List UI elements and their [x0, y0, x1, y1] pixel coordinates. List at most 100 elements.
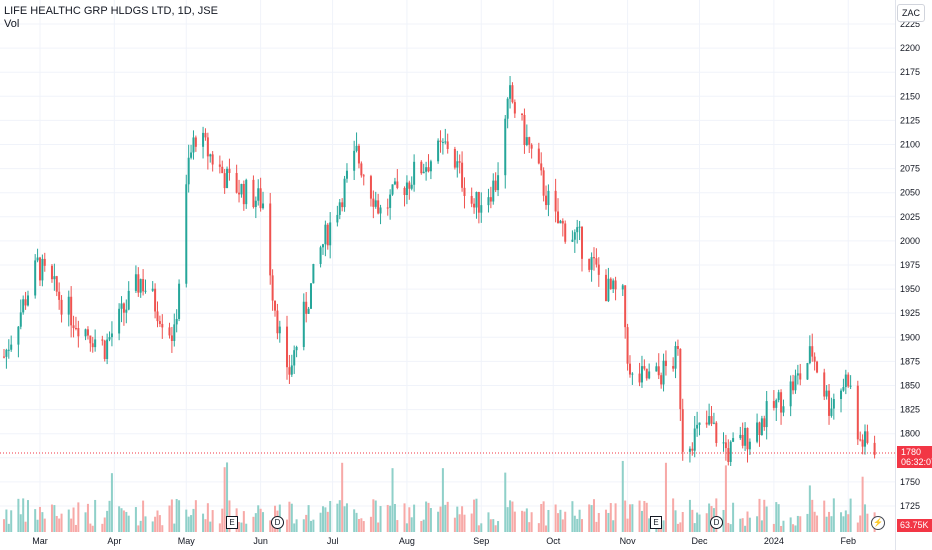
candle [537, 142, 540, 165]
candle [91, 336, 94, 353]
earnings-marker[interactable]: E [226, 516, 238, 529]
volume-bar [698, 514, 701, 532]
volume-bar [679, 522, 682, 532]
candle [329, 212, 332, 259]
volume-bar [257, 505, 260, 532]
volume-bar [823, 500, 826, 532]
volume-bar [497, 521, 500, 532]
candle [389, 189, 392, 220]
volume-bar [240, 522, 243, 532]
time-axis: Mar Apr May Jun Jul Aug Sep Oct Nov Dec 2024 Feb [32, 536, 856, 546]
candle [530, 143, 533, 159]
time-tick-label: Jul [327, 536, 339, 546]
volume-bar [5, 509, 8, 532]
volume-bar [732, 502, 735, 532]
currency-button[interactable]: ZAC [897, 4, 925, 22]
volume-bar [595, 521, 598, 532]
candle [638, 362, 641, 387]
candle [77, 320, 80, 348]
candle [866, 424, 869, 445]
candle [55, 275, 58, 297]
volume-bar [403, 503, 406, 532]
candle [456, 150, 459, 178]
candle [727, 439, 730, 466]
volume-bar [856, 522, 859, 532]
candle [648, 363, 651, 380]
volume-bar [545, 525, 548, 532]
candle [38, 256, 41, 286]
volume-bar [103, 517, 106, 532]
volume-bar [540, 503, 543, 532]
candle [190, 144, 193, 160]
volume-bar [864, 504, 867, 532]
symbol-legend[interactable]: LIFE HEALTHC GRP HLDGS LTD, 1D, JSE [4, 5, 218, 17]
volume-bar [288, 501, 291, 532]
volume-bar [77, 502, 80, 532]
candle [509, 76, 512, 109]
candle [67, 290, 70, 327]
volume-bar [578, 509, 581, 532]
candle [595, 248, 598, 268]
price-tick-label: 1800 [900, 429, 920, 439]
candle [74, 316, 77, 331]
flash-icon[interactable]: ⚡ [871, 516, 885, 530]
candle [765, 390, 768, 440]
volume-bar [226, 462, 229, 532]
candle [285, 315, 289, 380]
volume-bar [154, 516, 157, 532]
dividend-marker[interactable]: D [710, 516, 723, 529]
price-tick-label: 1750 [900, 477, 920, 487]
candle [792, 374, 795, 395]
volume-bar [336, 503, 339, 532]
candle [226, 166, 229, 189]
volume-bar [187, 516, 190, 532]
candle [844, 369, 847, 395]
volume-bar [494, 525, 497, 532]
earnings-marker[interactable]: E [650, 516, 662, 529]
volume-bar [120, 508, 123, 532]
price-tick-label: 1975 [900, 260, 920, 270]
candle [732, 432, 735, 443]
time-tick-label: Aug [399, 536, 415, 546]
volume-bar [842, 516, 845, 532]
volume-bar [396, 520, 399, 532]
volume-bar [571, 501, 574, 532]
volume-bar [696, 512, 699, 532]
volume-bar [422, 519, 425, 532]
volume-bar [811, 499, 814, 532]
candle [108, 331, 111, 342]
price-tick-label: 2050 [900, 188, 920, 198]
candle [86, 326, 89, 340]
volume-legend[interactable]: Vol [4, 18, 20, 30]
dividend-marker[interactable]: D [271, 516, 284, 529]
volume-bar [137, 525, 140, 532]
candle [252, 175, 255, 209]
volume-bar [110, 473, 113, 532]
volume-bar [521, 510, 524, 532]
volume-bar [480, 523, 483, 532]
volume-bar [849, 498, 852, 532]
candle [139, 278, 142, 298]
volume-bar [58, 518, 61, 532]
volume-bar [559, 509, 562, 532]
volume-bar [590, 505, 593, 532]
price-tick-label: 1850 [900, 381, 920, 391]
volume-bar [477, 525, 480, 532]
volume-bar [441, 468, 444, 532]
candle [540, 152, 543, 176]
volume-bar [142, 500, 145, 532]
volume-bar [7, 523, 10, 532]
volume-bar [408, 507, 411, 532]
candle [288, 354, 291, 384]
volume-bar [17, 498, 20, 532]
candle [209, 153, 212, 163]
candle [94, 329, 97, 352]
candle [859, 431, 862, 442]
candle [429, 159, 432, 180]
candle [477, 191, 480, 224]
candle [645, 368, 648, 381]
candle [607, 267, 610, 303]
volume-bar [89, 523, 92, 532]
volume-bar [26, 500, 29, 532]
